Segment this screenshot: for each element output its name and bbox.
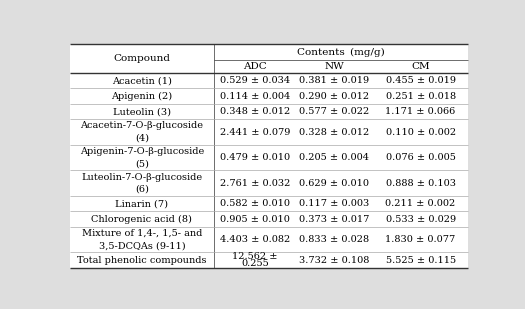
Text: Mixture of 1,4-, 1,5- and: Mixture of 1,4-, 1,5- and bbox=[82, 229, 202, 238]
Text: 0.888 ± 0.103: 0.888 ± 0.103 bbox=[386, 179, 456, 188]
Text: 0.251 ± 0.018: 0.251 ± 0.018 bbox=[385, 91, 456, 100]
Text: 2.761 ± 0.032: 2.761 ± 0.032 bbox=[219, 179, 290, 188]
Text: Luteolin (3): Luteolin (3) bbox=[113, 107, 171, 116]
Text: Chlorogenic acid (8): Chlorogenic acid (8) bbox=[91, 214, 192, 224]
Text: Total phenolic compounds: Total phenolic compounds bbox=[77, 256, 207, 265]
Text: 0.905 ± 0.010: 0.905 ± 0.010 bbox=[220, 215, 290, 224]
Text: 1.171 ± 0.066: 1.171 ± 0.066 bbox=[385, 107, 456, 116]
Text: 0.290 ± 0.012: 0.290 ± 0.012 bbox=[299, 91, 369, 100]
Text: 0.577 ± 0.022: 0.577 ± 0.022 bbox=[299, 107, 369, 116]
Text: 0.255: 0.255 bbox=[241, 259, 269, 268]
Text: ADC: ADC bbox=[243, 62, 267, 71]
Text: 0.328 ± 0.012: 0.328 ± 0.012 bbox=[299, 128, 369, 137]
Text: (5): (5) bbox=[135, 159, 149, 168]
Text: 0.381 ± 0.019: 0.381 ± 0.019 bbox=[299, 76, 369, 85]
Text: Apigenin (2): Apigenin (2) bbox=[111, 91, 173, 101]
Text: Luteolin-7-O-β-glucoside: Luteolin-7-O-β-glucoside bbox=[81, 172, 203, 181]
Text: 12.562 ±: 12.562 ± bbox=[232, 252, 278, 261]
Text: 0.348 ± 0.012: 0.348 ± 0.012 bbox=[219, 107, 290, 116]
Text: Apigenin-7-O-β-glucoside: Apigenin-7-O-β-glucoside bbox=[80, 147, 204, 156]
Text: 0.110 ± 0.002: 0.110 ± 0.002 bbox=[385, 128, 456, 137]
Text: 3,5-DCQAs (9-11): 3,5-DCQAs (9-11) bbox=[99, 241, 185, 250]
Text: 0.479 ± 0.010: 0.479 ± 0.010 bbox=[220, 153, 290, 162]
Text: 0.833 ± 0.028: 0.833 ± 0.028 bbox=[299, 235, 369, 244]
Text: 0.205 ± 0.004: 0.205 ± 0.004 bbox=[299, 153, 369, 162]
Text: (4): (4) bbox=[135, 134, 149, 143]
Text: 0.211 ± 0.002: 0.211 ± 0.002 bbox=[385, 199, 456, 208]
Text: CM: CM bbox=[411, 62, 430, 71]
Text: 0.529 ± 0.034: 0.529 ± 0.034 bbox=[220, 76, 290, 85]
Text: 2.441 ± 0.079: 2.441 ± 0.079 bbox=[219, 128, 290, 137]
Text: Compound: Compound bbox=[113, 54, 171, 63]
Text: NW: NW bbox=[324, 62, 344, 71]
Text: 4.403 ± 0.082: 4.403 ± 0.082 bbox=[219, 235, 290, 244]
Text: 0.455 ± 0.019: 0.455 ± 0.019 bbox=[386, 76, 456, 85]
Text: 1.830 ± 0.077: 1.830 ± 0.077 bbox=[385, 235, 456, 244]
Text: Acacetin (1): Acacetin (1) bbox=[112, 76, 172, 85]
Text: 0.114 ± 0.004: 0.114 ± 0.004 bbox=[219, 91, 290, 100]
Text: 0.629 ± 0.010: 0.629 ± 0.010 bbox=[299, 179, 369, 188]
Text: 0.582 ± 0.010: 0.582 ± 0.010 bbox=[220, 199, 290, 208]
Text: Acacetin-7-O-β-glucoside: Acacetin-7-O-β-glucoside bbox=[80, 121, 203, 130]
Text: 0.533 ± 0.029: 0.533 ± 0.029 bbox=[385, 215, 456, 224]
Text: Linarin (7): Linarin (7) bbox=[116, 199, 169, 208]
Text: 5.525 ± 0.115: 5.525 ± 0.115 bbox=[385, 256, 456, 265]
Text: 0.373 ± 0.017: 0.373 ± 0.017 bbox=[299, 215, 370, 224]
Text: (6): (6) bbox=[135, 185, 149, 194]
Text: 3.732 ± 0.108: 3.732 ± 0.108 bbox=[299, 256, 370, 265]
Text: Contents (mg/g): Contents (mg/g) bbox=[297, 47, 385, 57]
Text: 0.117 ± 0.003: 0.117 ± 0.003 bbox=[299, 199, 369, 208]
Text: 0.076 ± 0.005: 0.076 ± 0.005 bbox=[386, 153, 456, 162]
